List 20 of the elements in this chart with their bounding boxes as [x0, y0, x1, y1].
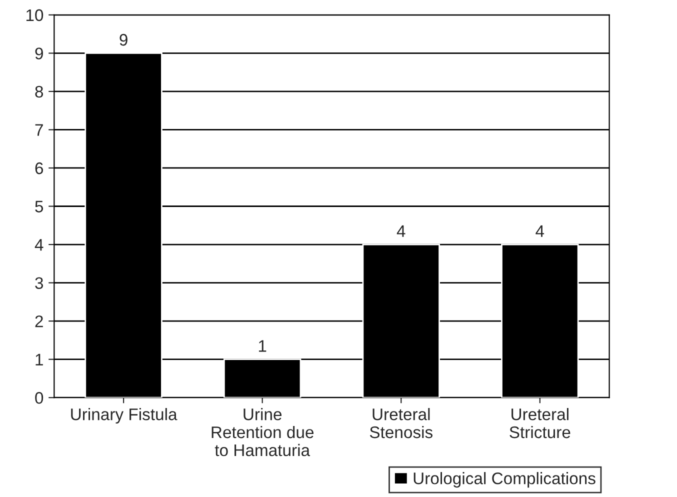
x-tick-label: Ureteral Stenosis — [370, 408, 432, 438]
y-tick-label: 0 — [35, 392, 44, 404]
data-label: 4 — [536, 225, 544, 237]
x-tick-label: Ureteral Stricture — [510, 408, 570, 438]
y-tick-label: 6 — [35, 162, 44, 174]
data-label: 4 — [396, 225, 406, 237]
y-tick-label: 1 — [36, 354, 43, 366]
x-tick-label: Urine Retention due to Hamaturia — [212, 408, 314, 456]
y-tick-label: 8 — [35, 86, 44, 98]
legend-label: Urological Complications — [414, 472, 596, 488]
data-label: 1 — [258, 340, 266, 352]
x-tick-label: Urinary Fistula — [71, 408, 178, 424]
y-tick-label: 7 — [35, 124, 43, 136]
y-tick-label: 3 — [35, 277, 44, 289]
y-tick-label: 4 — [34, 239, 44, 251]
y-tick-label: 2 — [35, 315, 43, 328]
y-tick-label: 9 — [35, 48, 43, 60]
y-tick-label: 10 — [26, 9, 44, 22]
y-tick-label: 5 — [35, 200, 44, 212]
data-label: 9 — [120, 34, 128, 46]
